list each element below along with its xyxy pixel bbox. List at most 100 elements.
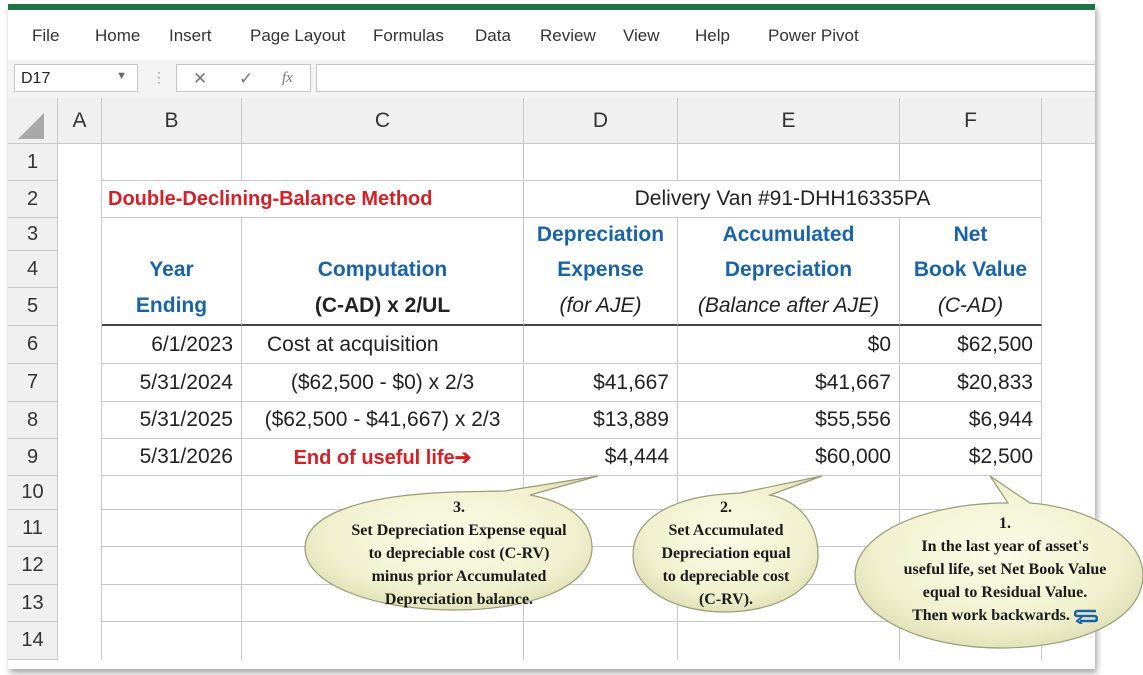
cell-c3[interactable] bbox=[242, 218, 524, 251]
cell-net-book-value[interactable]: $2,500 bbox=[900, 439, 1042, 476]
column-header-a[interactable]: A bbox=[58, 98, 102, 144]
cell-year[interactable]: 6/1/2023 bbox=[102, 326, 242, 364]
row-header-2[interactable]: 2 bbox=[8, 181, 58, 218]
menu-page-layout[interactable]: Page Layout bbox=[250, 26, 346, 45]
header-book-value[interactable]: Book Value bbox=[900, 251, 1042, 288]
select-all-corner[interactable] bbox=[8, 98, 58, 144]
cell-b3[interactable] bbox=[102, 218, 242, 251]
row-header-10[interactable]: 10 bbox=[8, 476, 58, 510]
cell-net-book-value[interactable]: $6,944 bbox=[900, 402, 1042, 439]
formula-bar: D17 ▼ ⋮ ✕ ✓ fx bbox=[8, 60, 1095, 99]
sheet-title[interactable]: Double-Declining-Balance Method bbox=[102, 181, 524, 218]
column-header-c[interactable]: C bbox=[242, 98, 524, 144]
cell-net-book-value[interactable]: $62,500 bbox=[900, 326, 1042, 364]
row-header-4[interactable]: 4 bbox=[8, 251, 58, 288]
cell-d1[interactable] bbox=[524, 144, 678, 181]
name-box[interactable]: D17 ▼ bbox=[14, 64, 138, 92]
column-header-e[interactable]: E bbox=[678, 98, 900, 144]
row-header-7[interactable]: 7 bbox=[8, 364, 58, 402]
row-header-9[interactable]: 9 bbox=[8, 439, 58, 476]
header-net[interactable]: Net bbox=[900, 218, 1042, 251]
header-ending[interactable]: Ending bbox=[102, 288, 242, 326]
cell-f1[interactable] bbox=[900, 144, 1042, 181]
header-computation[interactable]: Computation bbox=[242, 251, 524, 288]
cell-c14[interactable] bbox=[242, 622, 524, 660]
header-depreciation[interactable]: Depreciation bbox=[524, 218, 678, 251]
cell-e14[interactable] bbox=[678, 622, 900, 660]
cell-e1[interactable] bbox=[678, 144, 900, 181]
cell-accumulated[interactable]: $41,667 bbox=[678, 364, 900, 402]
callout-2-line: Depreciation equal bbox=[661, 545, 791, 562]
fx-icon[interactable]: fx bbox=[282, 70, 293, 86]
drag-handle-icon[interactable]: ⋮ bbox=[152, 69, 166, 85]
asset-name[interactable]: Delivery Van #91-DHH16335PA bbox=[524, 181, 1042, 218]
cell-b1[interactable] bbox=[102, 144, 242, 181]
cell-expense[interactable]: $13,889 bbox=[524, 402, 678, 439]
cell-accumulated[interactable]: $55,556 bbox=[678, 402, 900, 439]
menu-view[interactable]: View bbox=[623, 26, 660, 45]
header-expense[interactable]: Expense bbox=[524, 251, 678, 288]
cell-year[interactable]: 5/31/2026 bbox=[102, 439, 242, 476]
menu-data[interactable]: Data bbox=[475, 26, 511, 45]
cell-expense[interactable]: $4,444 bbox=[524, 439, 678, 476]
row-header-3[interactable]: 3 bbox=[8, 218, 58, 251]
cell-year[interactable]: 5/31/2024 bbox=[102, 364, 242, 402]
header-c-ad[interactable]: (C-AD) bbox=[900, 288, 1042, 326]
menu-file[interactable]: File bbox=[32, 26, 60, 45]
cell-computation[interactable]: ($62,500 - $0) x 2/3 bbox=[242, 364, 524, 402]
header-accumulated[interactable]: Accumulated bbox=[678, 218, 900, 251]
cell-net-book-value[interactable]: $20,833 bbox=[900, 364, 1042, 402]
row-header-8[interactable]: 8 bbox=[8, 402, 58, 439]
cell-c1[interactable] bbox=[242, 144, 524, 181]
column-header-f[interactable]: F bbox=[900, 98, 1042, 144]
cell-b14[interactable] bbox=[102, 622, 242, 660]
header-balance-after-aje[interactable]: (Balance after AJE) bbox=[678, 288, 900, 326]
cell-b13[interactable] bbox=[102, 585, 242, 622]
cell-expense[interactable]: $41,667 bbox=[524, 364, 678, 402]
cell-b11[interactable] bbox=[102, 510, 242, 547]
header-year[interactable]: Year bbox=[102, 251, 242, 288]
row-header-6[interactable]: 6 bbox=[8, 326, 58, 364]
header-for-aje[interactable]: (for AJE) bbox=[524, 288, 678, 326]
callout-1-line: In the last year of asset's bbox=[921, 538, 1089, 555]
menu-formulas[interactable]: Formulas bbox=[373, 26, 444, 45]
row-header-1[interactable]: 1 bbox=[8, 144, 58, 181]
formula-input[interactable] bbox=[316, 64, 1095, 92]
select-all-icon bbox=[18, 113, 44, 139]
cancel-icon[interactable]: ✕ bbox=[193, 69, 208, 88]
menu-review[interactable]: Review bbox=[540, 26, 596, 45]
row-header-11[interactable]: 11 bbox=[8, 510, 58, 547]
header-depreciation-2[interactable]: Depreciation bbox=[678, 251, 900, 288]
formula-buttons: ✕ ✓ fx bbox=[176, 64, 311, 92]
cell-d14[interactable] bbox=[524, 622, 678, 660]
menu-help[interactable]: Help bbox=[695, 26, 730, 45]
cell-computation[interactable]: End of useful life➔ bbox=[242, 439, 524, 476]
cell-accumulated[interactable]: $0 bbox=[678, 326, 900, 364]
column-header-d[interactable]: D bbox=[524, 98, 678, 144]
callout-1-number: 1. bbox=[999, 515, 1011, 532]
column-header-g[interactable] bbox=[1042, 98, 1095, 144]
cell-accumulated[interactable]: $60,000 bbox=[678, 439, 900, 476]
row-header-14[interactable]: 14 bbox=[8, 622, 58, 660]
menu-home[interactable]: Home bbox=[95, 26, 141, 45]
row-header-13[interactable]: 13 bbox=[8, 585, 58, 622]
check-icon[interactable]: ✓ bbox=[239, 69, 254, 88]
cell-f14[interactable] bbox=[900, 622, 1042, 660]
cell-b12[interactable] bbox=[102, 547, 242, 585]
row-header-12[interactable]: 12 bbox=[8, 547, 58, 585]
cell-expense[interactable] bbox=[524, 326, 678, 364]
chevron-down-icon[interactable]: ▼ bbox=[116, 70, 127, 82]
cell-computation[interactable]: ($62,500 - $41,667) x 2/3 bbox=[242, 402, 524, 439]
menu-insert[interactable]: Insert bbox=[169, 26, 212, 45]
menu-power-pivot[interactable]: Power Pivot bbox=[768, 26, 859, 45]
cell-f10[interactable] bbox=[900, 476, 1042, 510]
callout-3: 3. Set Depreciation Expense equal to dep… bbox=[315, 496, 603, 611]
name-box-value: D17 bbox=[21, 70, 51, 87]
header-formula[interactable]: (C-AD) x 2/UL bbox=[242, 288, 524, 326]
row-header-5[interactable]: 5 bbox=[8, 288, 58, 326]
column-header-b[interactable]: B bbox=[102, 98, 242, 144]
cell-year[interactable]: 5/31/2025 bbox=[102, 402, 242, 439]
cell-b10[interactable] bbox=[102, 476, 242, 510]
cell-computation[interactable]: Cost at acquisition bbox=[242, 326, 524, 364]
column-a-cells[interactable] bbox=[58, 144, 102, 660]
